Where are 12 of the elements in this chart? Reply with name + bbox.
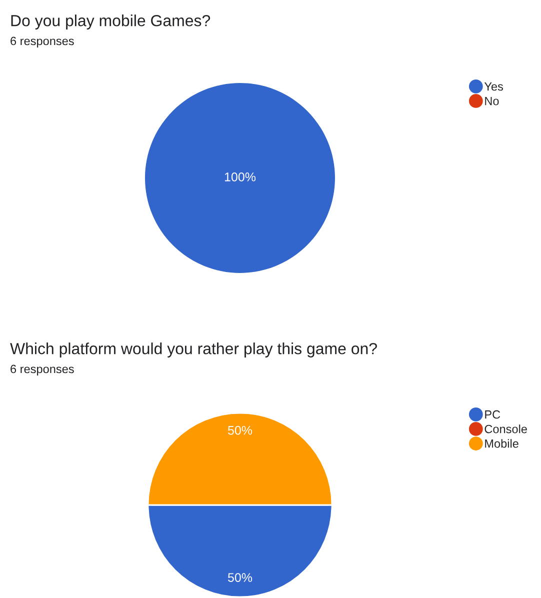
legend-label: Mobile bbox=[485, 439, 518, 448]
legend-label: PC bbox=[485, 410, 500, 419]
chart-title: Which platform would you rather play this game on? bbox=[10, 342, 377, 358]
data-label: 50% bbox=[228, 573, 252, 582]
data-label: 100% bbox=[224, 172, 256, 182]
text: 6 responses bbox=[10, 364, 74, 376]
legend-label: Console bbox=[484, 424, 527, 434]
text: 6 responses bbox=[10, 36, 74, 48]
legend-label: Yes bbox=[484, 82, 504, 91]
legend-label: No bbox=[485, 96, 499, 106]
data-label: 50% bbox=[228, 426, 252, 435]
chart-title: Do you play mobile Games? bbox=[11, 14, 210, 30]
